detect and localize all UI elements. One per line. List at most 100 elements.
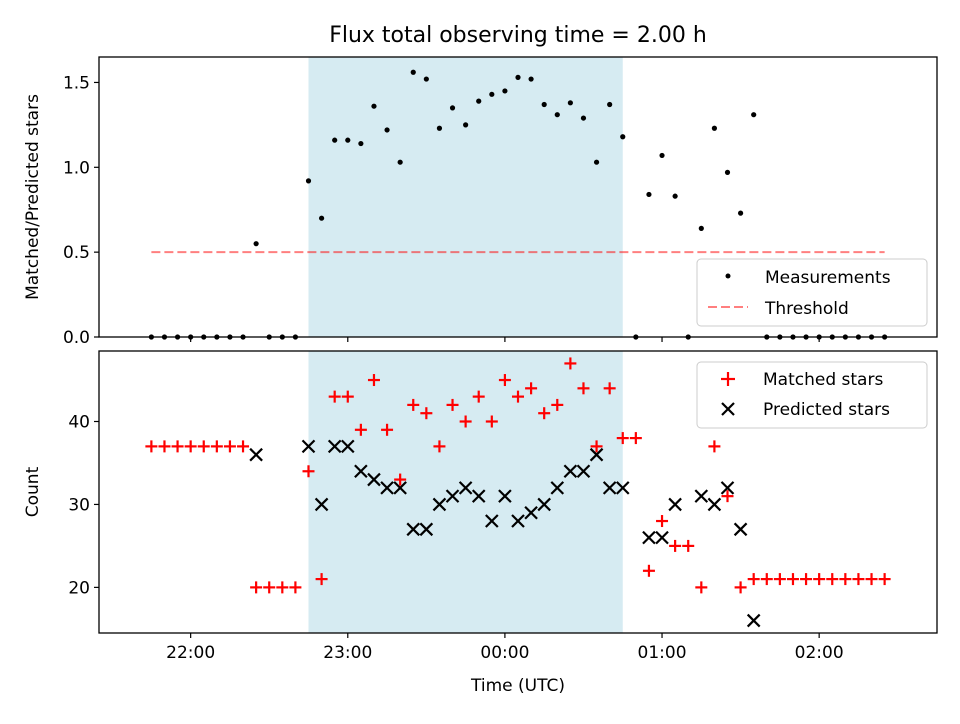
matched-star-point [237, 440, 250, 453]
measurement-point [463, 122, 469, 128]
measurement-point [449, 105, 456, 111]
matched-star-point [786, 573, 799, 586]
measurement-point [345, 137, 351, 143]
matched-star-point [800, 573, 813, 586]
matched-star-point [485, 415, 498, 428]
matched-star-point [498, 374, 511, 387]
predicted-star-point [576, 464, 591, 479]
predicted-star-point [406, 522, 421, 537]
matched-stars-points [145, 357, 891, 594]
matched-star-point [747, 573, 760, 586]
matched-star-point [773, 573, 786, 586]
matched-star-point [577, 382, 590, 395]
matched-star-point [289, 581, 302, 594]
matched-star-point [669, 539, 682, 552]
y-tick-label: 1.0 [63, 158, 90, 178]
measurement-point [751, 112, 757, 118]
matched-star-point [171, 440, 184, 453]
y-tick-label: 0.0 [63, 328, 90, 348]
predicted-star-point [393, 481, 407, 495]
matched-star-point [420, 407, 433, 420]
predicted-star-point [720, 481, 735, 495]
legend-matched-label: Matched stars [763, 370, 883, 390]
measurement-point [659, 152, 665, 159]
measurement-point [253, 241, 259, 247]
predicted-star-point [314, 497, 329, 512]
measurement-point [305, 178, 312, 184]
matched-star-point [302, 465, 315, 478]
measurement-point [436, 125, 443, 131]
predicted-star-point [602, 481, 617, 495]
predicted-star-point [746, 613, 761, 628]
matched-star-point [826, 573, 839, 586]
matched-star-point [656, 515, 669, 528]
y-tick-label: 30 [68, 495, 90, 515]
measurement-points [148, 69, 888, 340]
matched-star-point [341, 390, 354, 403]
legend-measurements-marker [725, 273, 731, 279]
predicted-star-point [301, 439, 316, 454]
legend-predicted-label: Predicted stars [763, 400, 890, 420]
predicted-star-point [367, 472, 381, 487]
matched-star-point [865, 573, 878, 586]
predicted-star-point [511, 514, 525, 528]
predicted-star-point [537, 497, 551, 512]
matched-star-point [250, 581, 263, 594]
x-tick-label: 01:00 [638, 643, 687, 663]
measurement-point [318, 215, 325, 221]
measurement-point [410, 69, 416, 75]
matched-star-point [184, 440, 197, 453]
predicted-star-point [419, 522, 434, 537]
bottom-panel: 20 30 40 22:00 23:00 00:00 01:00 02:00 Count Ti… [23, 350, 938, 696]
measurement-point [384, 127, 390, 133]
matched-star-point [721, 490, 734, 503]
matched-star-point [407, 398, 420, 411]
matched-star-point [276, 581, 289, 594]
x-tick-label: 00:00 [480, 643, 529, 663]
predicted-star-point [550, 481, 565, 495]
predicted-star-point [432, 497, 447, 512]
predicted-star-point [380, 481, 394, 495]
matched-star-point [551, 398, 564, 411]
measurement-point [528, 76, 534, 82]
measurement-point [737, 210, 744, 216]
measurement-point [371, 103, 377, 109]
x-tick-label: 02:00 [795, 643, 844, 663]
matched-star-point [734, 581, 747, 594]
matched-star-point [433, 440, 446, 453]
matched-star-point [472, 390, 485, 403]
matched-star-point [381, 423, 394, 436]
measurement-point [593, 159, 600, 165]
matched-star-point [223, 440, 236, 453]
measurement-point [489, 91, 495, 97]
legend-predicted-marker [721, 402, 735, 416]
matched-star-point [263, 581, 276, 594]
predicted-star-point [642, 530, 656, 545]
matched-star-point [538, 407, 551, 420]
predicted-star-point [694, 489, 709, 503]
matched-star-point [616, 432, 629, 445]
measurement-point [515, 74, 521, 80]
measurement-point [423, 76, 429, 82]
legend-threshold-label: Threshold [764, 299, 849, 319]
top-ylabel: Matched/Predicted stars [23, 94, 43, 300]
measurement-point [607, 101, 613, 108]
measurement-point [554, 112, 560, 118]
predicted-star-point [589, 447, 604, 462]
predicted-star-point [655, 530, 669, 545]
measurement-point [711, 125, 718, 131]
figure-title: Flux total observing time = 2.00 h [329, 23, 707, 48]
bottom-axes: 20 30 40 22:00 23:00 00:00 01:00 02:00 [68, 350, 938, 663]
matched-star-point [682, 539, 695, 552]
predicted-star-point [668, 497, 682, 512]
measurement-point [646, 191, 652, 198]
measurement-point [502, 88, 508, 94]
top-axes: 0.0 0.5 1.0 1.5 [63, 56, 938, 348]
matched-star-point [197, 440, 210, 453]
matched-star-point [145, 440, 158, 453]
predicted-star-point [707, 497, 722, 512]
matched-star-point [328, 390, 341, 403]
predicted-star-point [445, 489, 460, 503]
predicted-star-point [327, 439, 342, 454]
